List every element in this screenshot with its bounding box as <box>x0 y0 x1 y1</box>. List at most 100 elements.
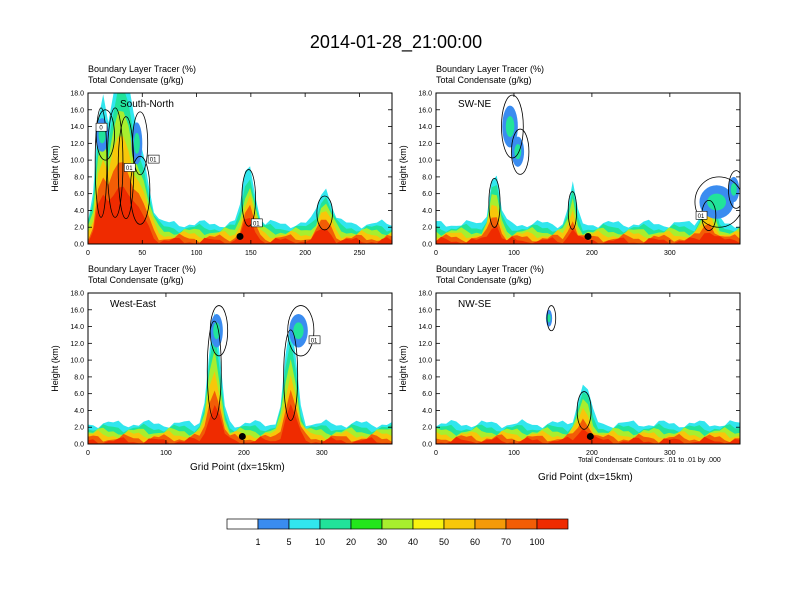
x-tick-label: 200 <box>586 450 598 457</box>
y-tick-label: 10.0 <box>418 358 432 365</box>
tracer-band <box>436 418 740 444</box>
colorbar-label: 50 <box>439 537 449 547</box>
y-tick-label: 12.0 <box>70 141 84 148</box>
y-tick-label: 2.0 <box>422 425 432 432</box>
contour-footnote: Total Condensate Contours: .01 to .01 by… <box>578 457 721 464</box>
y-tick-label: 2.0 <box>74 425 84 432</box>
tracer-cloud-core <box>547 313 551 323</box>
y-tick-label: 0.0 <box>422 442 432 449</box>
panel-header-nw-se: Boundary Layer Tracer (%) Total Condensa… <box>436 264 544 286</box>
x-tick-label: 100 <box>191 250 203 257</box>
y-tick-label: 14.0 <box>418 124 432 131</box>
x-axis-title-nw-se: Grid Point (dx=15km) <box>538 472 633 483</box>
plot-frame <box>87 292 393 445</box>
colorbar-swatch <box>381 518 414 530</box>
y-tick-label: 8.0 <box>422 374 432 381</box>
contour-label: 01 <box>253 221 260 227</box>
condensate-contour <box>209 305 229 357</box>
condensate-contour <box>241 169 256 227</box>
contour-label: 01 <box>698 214 705 220</box>
plot-frame <box>87 92 393 245</box>
colorbar-label: 1 <box>255 537 260 547</box>
condensate-contour <box>95 109 115 161</box>
y-axis-title: Height (km) <box>398 345 408 392</box>
condensate-contour <box>546 305 557 332</box>
tracer-cloud-core <box>707 193 727 211</box>
x-tick-label: 0 <box>434 450 438 457</box>
y-tick-label: 12.0 <box>418 141 432 148</box>
tracer-band <box>88 404 392 444</box>
contour-label: 0 <box>99 126 103 132</box>
y-tick-label: 10.0 <box>70 158 84 165</box>
x-axis-title-west-east: Grid Point (dx=15km) <box>190 462 285 473</box>
tracer-band <box>436 225 740 244</box>
tracer-field: 0 01 01 01 <box>88 93 392 244</box>
colorbar-swatch <box>536 518 569 530</box>
colorbar-swatch <box>505 518 538 530</box>
panel-label: SW-NE <box>458 99 491 110</box>
panel-label: NW-SE <box>458 299 491 310</box>
condensate-contour <box>106 107 124 218</box>
x-tick-label: 50 <box>138 250 146 257</box>
panel-label: West-East <box>110 299 156 310</box>
tracer-band <box>436 204 740 244</box>
y-tick-label: 4.0 <box>422 208 432 215</box>
panel-header-west-east: Boundary Layer Tracer (%) Total Condensa… <box>88 264 196 286</box>
panel-sw-ne: 01 SW-NE 0.0 2.0 4.0 6.0 8.0 10.0 12.0 14.0 16.0 18… <box>398 91 741 257</box>
colorbar-swatch <box>412 518 445 530</box>
colorbar-swatch <box>443 518 476 530</box>
panel-west-east: 01 West-East 0.0 2.0 4.0 6.0 8.0 10.0 12.0 14.0 16… <box>50 291 393 457</box>
y-axis-title: Height (km) <box>398 145 408 192</box>
header-line-tracer: Boundary Layer Tracer (%) <box>436 264 545 274</box>
tracer-cloud-core <box>133 132 140 154</box>
y-tick-label: 2.0 <box>74 225 84 232</box>
tracer-field <box>436 305 740 444</box>
x-tick-label: 200 <box>238 450 250 457</box>
header-line-tracer: Boundary Layer Tracer (%) <box>88 264 197 274</box>
tracer-band <box>88 371 392 444</box>
contour-label: 01 <box>126 166 133 172</box>
y-tick-label: 8.0 <box>74 174 84 181</box>
contour-label-box <box>123 163 136 172</box>
tracer-band <box>436 175 740 244</box>
colorbar-label: 10 <box>315 537 325 547</box>
y-tick-label: 6.0 <box>422 191 432 198</box>
colorbar-swatch <box>350 518 383 530</box>
condensate-contour <box>501 94 524 159</box>
contour-label: 01 <box>150 158 157 164</box>
condensate-contour <box>316 195 333 231</box>
condensate-contour <box>576 391 592 430</box>
contour-label: 01 <box>311 338 318 344</box>
header-line-condensate: Total Condensate (g/kg) <box>436 75 532 85</box>
y-tick-label: 6.0 <box>422 391 432 398</box>
colorbar-swatch <box>257 518 290 530</box>
y-axis-title: Height (km) <box>50 145 60 192</box>
y-tick-label: 4.0 <box>422 408 432 415</box>
panel-header-south-north: Boundary Layer Tracer (%) Total Condensa… <box>88 64 196 86</box>
location-marker <box>236 232 244 240</box>
colorbar-legend: 1 5 10 20 30 40 50 60 70 100 <box>226 518 569 547</box>
x-tick-label: 0 <box>86 250 90 257</box>
y-tick-label: 10.0 <box>70 358 84 365</box>
plot-frame <box>435 92 741 245</box>
tracer-cloud-core <box>293 322 304 340</box>
y-tick-label: 6.0 <box>74 391 84 398</box>
y-tick-label: 0.0 <box>422 242 432 249</box>
condensate-contour <box>567 191 578 230</box>
colorbar-swatch <box>288 518 321 530</box>
tracer-band <box>88 311 392 444</box>
y-tick-label: 14.0 <box>418 324 432 331</box>
colorbar-label: 30 <box>377 537 387 547</box>
condensate-contour <box>728 170 740 209</box>
tracer-band <box>88 349 392 444</box>
x-tick-label: 200 <box>299 250 311 257</box>
y-tick-label: 10.0 <box>418 158 432 165</box>
y-tick-label: 0.0 <box>74 442 84 449</box>
condensate-contour <box>129 155 151 225</box>
colorbar-label: 60 <box>470 537 480 547</box>
x-tick-label: 100 <box>508 450 520 457</box>
condensate-contour <box>94 107 108 218</box>
y-tick-label: 18.0 <box>418 291 432 298</box>
y-tick-label: 6.0 <box>74 191 84 198</box>
y-tick-label: 16.0 <box>418 107 432 114</box>
